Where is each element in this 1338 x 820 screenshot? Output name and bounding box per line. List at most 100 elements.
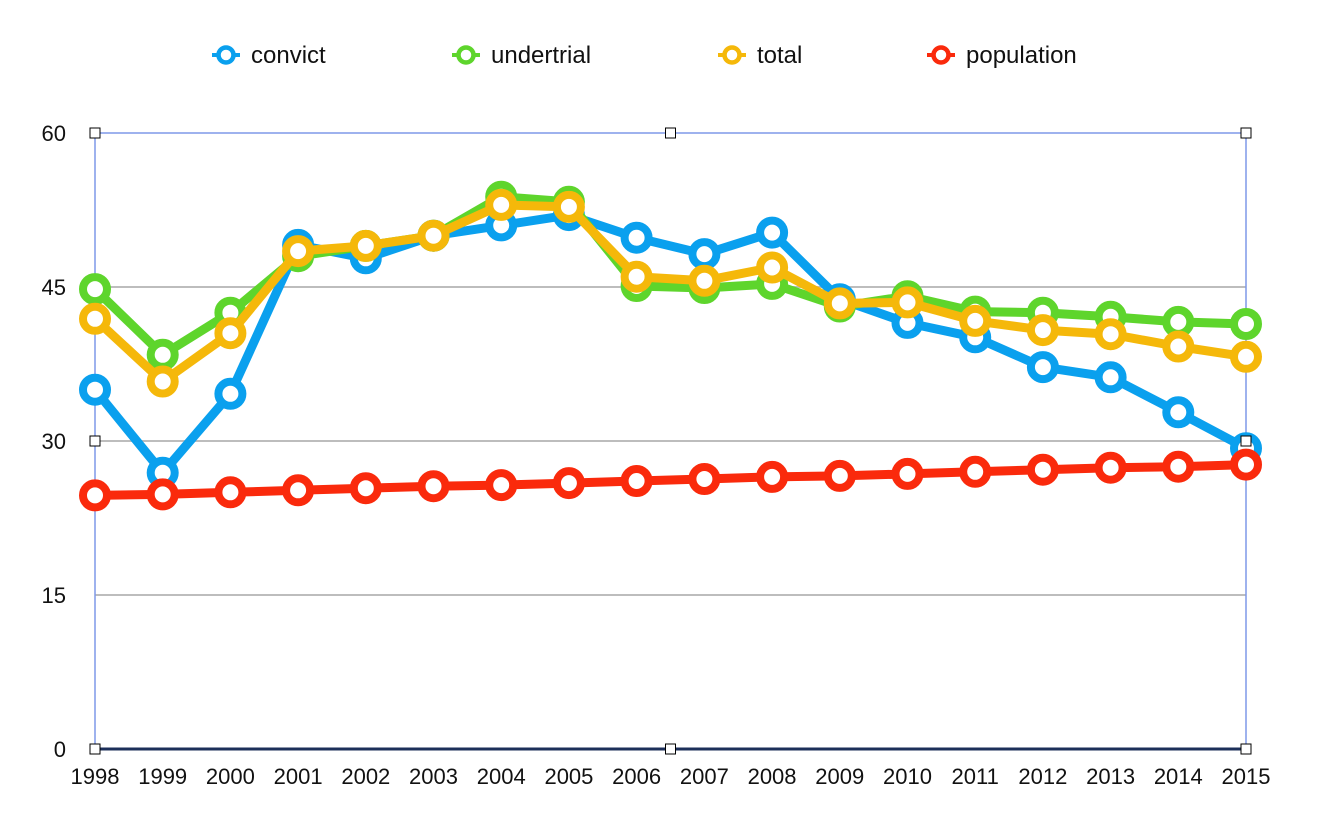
- data-point: [1162, 450, 1195, 483]
- legend-swatch-marker: [216, 45, 236, 65]
- y-tick-label: 60: [42, 121, 66, 146]
- data-point: [146, 338, 179, 371]
- selection-handle[interactable]: [1240, 435, 1252, 447]
- data-point: [756, 460, 789, 493]
- data-point: [1026, 351, 1059, 384]
- data-point: [1230, 340, 1262, 373]
- x-tick-label: 2005: [544, 764, 593, 789]
- x-tick-label: 2009: [815, 764, 864, 789]
- data-point: [79, 273, 111, 306]
- data-point: [1094, 361, 1127, 394]
- x-tick-label: 2003: [409, 764, 458, 789]
- x-tick-label: 2001: [274, 764, 323, 789]
- legend-label: convict: [251, 42, 326, 69]
- data-point: [756, 216, 789, 249]
- data-point: [1162, 396, 1195, 429]
- x-tick-label: 2010: [883, 764, 932, 789]
- data-point: [552, 467, 585, 500]
- data-point: [823, 459, 856, 492]
- data-point: [1230, 448, 1262, 481]
- data-point: [282, 474, 315, 507]
- x-tick-label: 2000: [206, 764, 255, 789]
- data-point: [79, 302, 111, 335]
- data-point: [620, 465, 653, 497]
- legend-label: population: [966, 42, 1077, 69]
- data-point: [891, 286, 924, 319]
- data-point: [891, 457, 924, 490]
- data-point: [1026, 453, 1059, 486]
- legend-entry-total: total: [718, 42, 802, 69]
- x-tick-label: 2004: [477, 764, 526, 789]
- data-point: [688, 463, 721, 495]
- x-tick-label: 2013: [1086, 764, 1135, 789]
- data-point: [79, 373, 111, 406]
- selection-handles[interactable]: [89, 127, 1252, 755]
- legend: convict undertrial total population: [212, 42, 1077, 69]
- legend-swatch-marker: [931, 45, 951, 65]
- data-point: [1162, 305, 1195, 338]
- data-point: [959, 455, 992, 488]
- data-point: [620, 260, 653, 293]
- data-point: [485, 469, 518, 502]
- selection-handle[interactable]: [89, 743, 101, 755]
- y-tick-label: 15: [42, 583, 66, 608]
- data-point: [688, 238, 721, 271]
- data-point: [1094, 451, 1127, 484]
- selection-handle[interactable]: [89, 127, 101, 139]
- data-point: [349, 472, 382, 505]
- data-point: [756, 251, 789, 284]
- data-point: [1162, 330, 1195, 363]
- data-point: [1230, 308, 1262, 340]
- x-tick-label: 2007: [680, 764, 729, 789]
- x-tick-label: 1999: [138, 764, 187, 789]
- x-tick-label: 2011: [952, 764, 999, 789]
- data-point: [417, 470, 450, 503]
- selection-handle[interactable]: [1240, 127, 1252, 139]
- series-population: [79, 448, 1262, 512]
- legend-label: undertrial: [491, 42, 591, 69]
- y-axis: 0 15 30 45 60: [42, 121, 66, 762]
- x-tick-label: 2014: [1154, 764, 1203, 789]
- data-point: [823, 287, 856, 320]
- data-point: [214, 317, 247, 350]
- series-line-total: [90, 200, 1251, 386]
- selection-handle[interactable]: [665, 743, 676, 755]
- data-point: [146, 478, 179, 511]
- x-tick-label: 1998: [71, 764, 120, 789]
- x-tick-label: 2015: [1222, 764, 1271, 789]
- data-point: [79, 479, 111, 512]
- x-tick-label: 2006: [612, 764, 661, 789]
- data-point: [485, 188, 518, 221]
- y-tick-label: 45: [42, 275, 66, 300]
- x-tick-label: 2002: [341, 764, 390, 789]
- data-point: [552, 190, 585, 223]
- data-point: [688, 264, 721, 297]
- data-point: [214, 377, 247, 410]
- data-point: [282, 235, 315, 268]
- series-convict: [79, 199, 1262, 489]
- x-axis: 1998 1999 2000 2001 2002 2003 2004 2005 2006 2007…: [71, 747, 1271, 789]
- legend-swatch-marker: [722, 45, 742, 65]
- y-tick-label: 30: [42, 429, 66, 454]
- data-point: [146, 365, 179, 398]
- data-point: [620, 221, 653, 254]
- data-point: [1094, 318, 1127, 351]
- data-point: [349, 229, 382, 262]
- legend-label: total: [757, 42, 802, 69]
- data-point: [1026, 314, 1059, 347]
- y-tick-label: 0: [54, 737, 66, 762]
- selection-handle[interactable]: [665, 127, 676, 139]
- selection-handle[interactable]: [89, 435, 101, 447]
- legend-swatch-marker: [456, 45, 476, 65]
- legend-entry-convict: convict: [212, 42, 326, 69]
- legend-entry-undertrial: undertrial: [452, 42, 591, 69]
- series-total: [79, 188, 1262, 398]
- series-layer: [79, 180, 1262, 512]
- data-point: [214, 476, 247, 509]
- series-line-convict: [90, 210, 1251, 478]
- x-tick-label: 2012: [1018, 764, 1067, 789]
- selection-handle[interactable]: [1240, 743, 1252, 755]
- data-point: [959, 304, 992, 337]
- legend-entry-population: population: [927, 42, 1077, 69]
